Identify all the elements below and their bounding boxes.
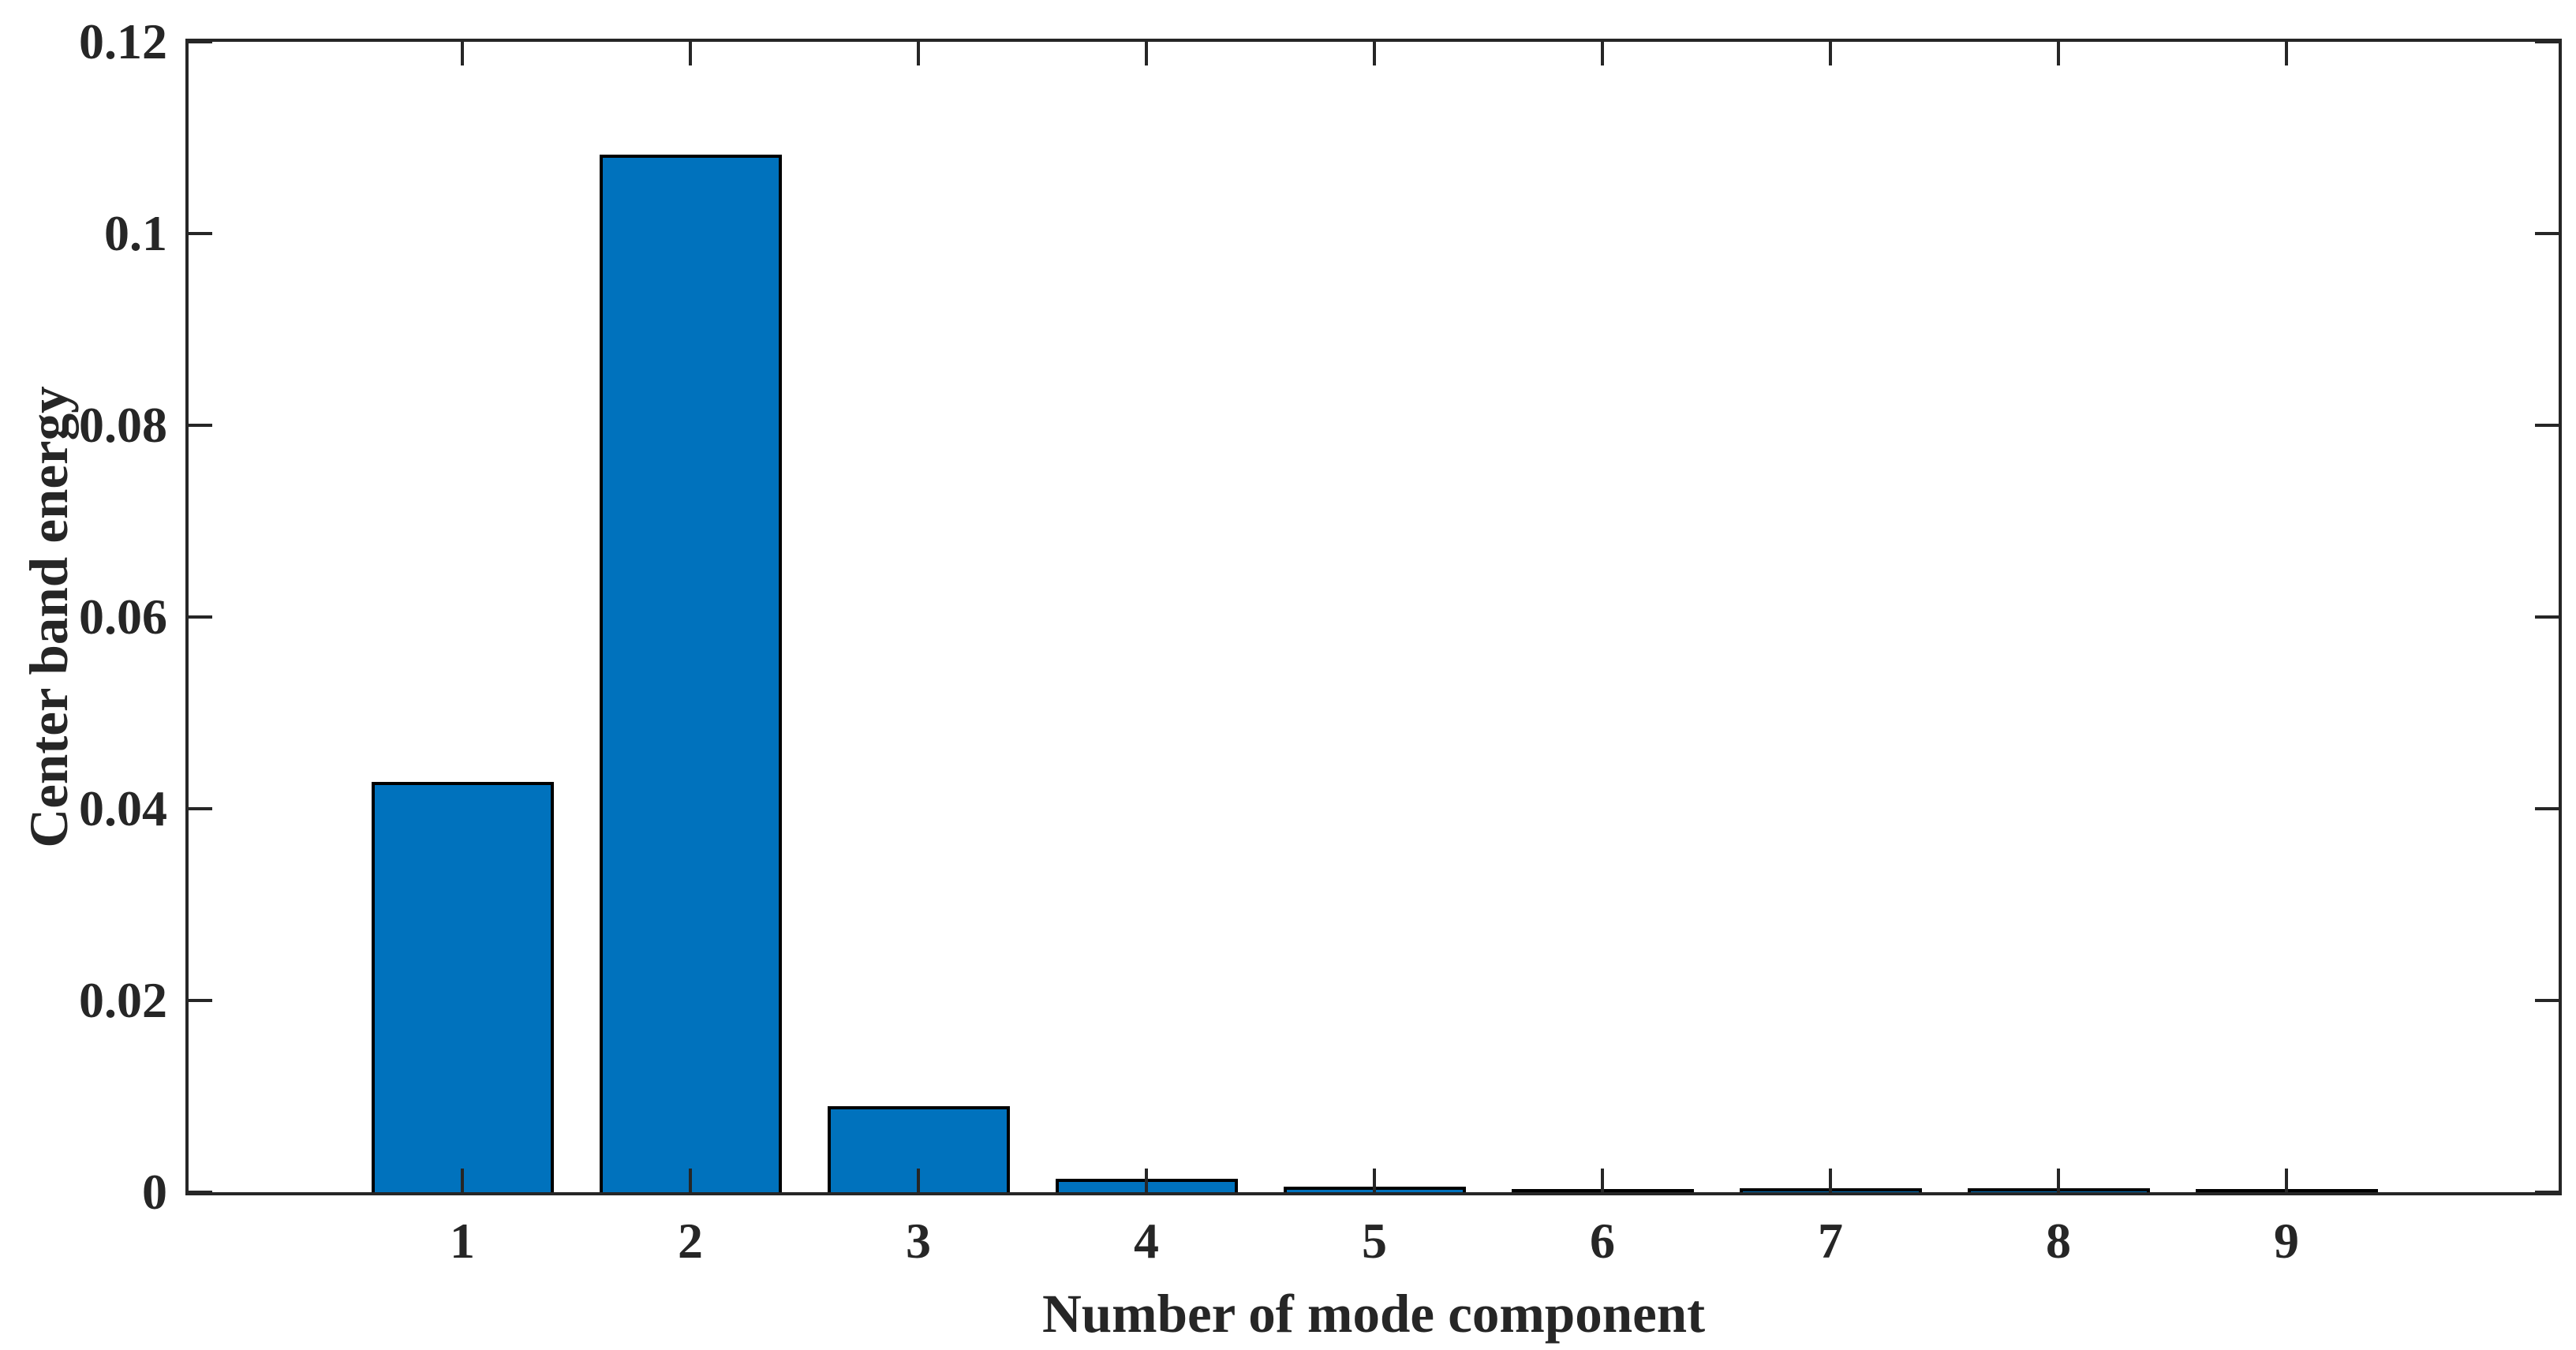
x-tick-label-8: 8 [2046,1213,2071,1269]
x-tick-mark-6 [1601,1169,1604,1192]
y-tick-label-0.02: 0.02 [79,972,167,1028]
x-tick-label-9: 9 [2274,1213,2299,1269]
x-tick-mark-9 [2285,1169,2288,1192]
x-tick-label-4: 4 [1134,1213,1159,1269]
bar-category-2 [600,155,782,1192]
y-tick-label-0.06: 0.06 [79,589,167,645]
y-tick-mark-right-0.06 [2535,615,2559,619]
y-tick-label-0.04: 0.04 [79,780,167,836]
x-tick-mark-top-8 [2057,42,2060,65]
x-tick-mark-top-6 [1601,42,1604,65]
x-tick-mark-top-1 [461,42,464,65]
y-tick-mark-right-0.1 [2535,232,2559,235]
x-tick-mark-3 [917,1169,920,1192]
x-tick-label-2: 2 [678,1213,703,1269]
x-tick-mark-1 [461,1169,464,1192]
y-tick-mark-0.08 [189,424,212,427]
x-tick-mark-top-4 [1145,42,1148,65]
x-tick-mark-5 [1373,1169,1376,1192]
x-tick-mark-top-7 [1829,42,1832,65]
bar-category-1 [372,782,554,1192]
x-tick-label-6: 6 [1590,1213,1615,1269]
y-tick-mark-0.02 [189,999,212,1002]
y-tick-mark-right-0 [2535,1191,2559,1194]
plot-area [185,39,2562,1195]
x-tick-label-7: 7 [1818,1213,1843,1269]
x-tick-mark-7 [1829,1169,1832,1192]
x-tick-label-5: 5 [1362,1213,1387,1269]
y-tick-mark-0.06 [189,615,212,619]
x-tick-mark-8 [2057,1169,2060,1192]
y-tick-label-0.1: 0.1 [104,205,167,261]
y-tick-label-0: 0 [142,1164,167,1220]
x-tick-label-1: 1 [450,1213,475,1269]
x-tick-mark-4 [1145,1169,1148,1192]
y-tick-mark-right-0.02 [2535,999,2559,1002]
y-tick-mark-0 [189,1191,212,1194]
y-tick-mark-right-0.04 [2535,807,2559,810]
y-tick-label-0.08: 0.08 [79,397,167,453]
y-tick-mark-right-0.12 [2535,40,2559,43]
y-tick-label-0.12: 0.12 [79,13,167,69]
y-tick-mark-0.12 [189,40,212,43]
y-tick-mark-0.04 [189,807,212,810]
x-tick-mark-2 [689,1169,692,1192]
x-tick-mark-top-5 [1373,42,1376,65]
y-tick-mark-right-0.08 [2535,424,2559,427]
x-tick-mark-top-2 [689,42,692,65]
x-tick-label-3: 3 [906,1213,931,1269]
x-tick-mark-top-9 [2285,42,2288,65]
x-tick-mark-top-3 [917,42,920,65]
x-axis-title: Number of mode component [1041,1284,1706,1344]
y-tick-mark-0.1 [189,232,212,235]
